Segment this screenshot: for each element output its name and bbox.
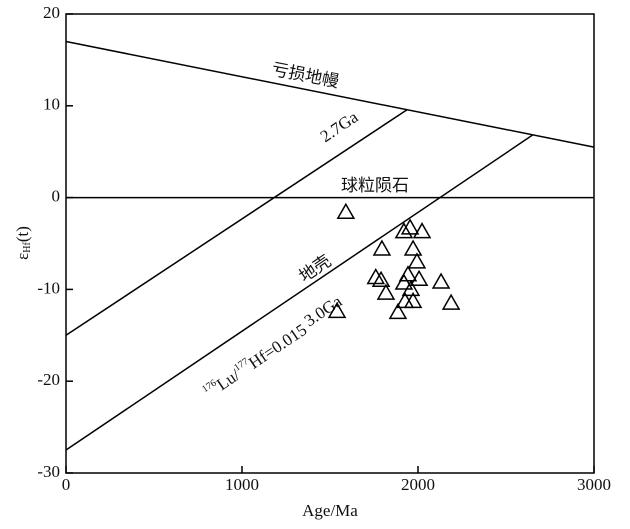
data-point (412, 222, 432, 239)
y-tick-label: 0 (52, 187, 61, 206)
x-tick-label: 3000 (577, 475, 611, 494)
data-point (388, 302, 408, 320)
ratio-label: 176Lu/177Hf=0.0153.0Ga (198, 291, 348, 402)
data-point (400, 218, 420, 235)
data-point (394, 273, 414, 290)
line-label: 2.7Ga (317, 107, 362, 146)
data-point (372, 239, 392, 256)
plot-frame (65, 13, 595, 474)
data-point (403, 239, 423, 256)
data-point (407, 252, 427, 269)
data-point (366, 267, 386, 285)
line-label: 亏损地幔 (270, 60, 340, 92)
reference-line (65, 134, 533, 451)
data-point (441, 293, 461, 310)
y-label-sub: Hf (22, 242, 33, 253)
reference-line (65, 108, 408, 336)
data-point (327, 301, 347, 319)
y-tick-label: -20 (37, 370, 60, 389)
x-tick-label: 0 (62, 475, 71, 494)
y-tick-label: -10 (37, 278, 60, 297)
y-label-part: (t) (13, 226, 32, 242)
data-point (371, 270, 391, 287)
reference-line (65, 40, 595, 148)
data-point (401, 279, 421, 297)
data-point (431, 272, 451, 289)
y-tick-label: 20 (43, 3, 60, 22)
data-point (376, 283, 396, 300)
y-axis-label: εHf(t) (13, 226, 33, 260)
x-axis-label: Age/Ma (302, 501, 358, 520)
y-label-part: ε (13, 253, 32, 260)
line-label: 地壳 (296, 251, 335, 286)
ratio-part: Hf=0.015 (245, 320, 310, 373)
ratio-age: 3.0Ga (301, 291, 346, 330)
line-label: 球粒陨石 (341, 176, 409, 195)
y-tick-label: 10 (43, 95, 60, 114)
data-point (409, 269, 429, 287)
data-point (394, 222, 414, 239)
data-point (403, 291, 423, 309)
data-point (336, 202, 356, 220)
x-tick-label: 2000 (401, 475, 435, 494)
y-tick-label: -30 (37, 462, 60, 481)
x-tick-label: 1000 (225, 475, 259, 494)
